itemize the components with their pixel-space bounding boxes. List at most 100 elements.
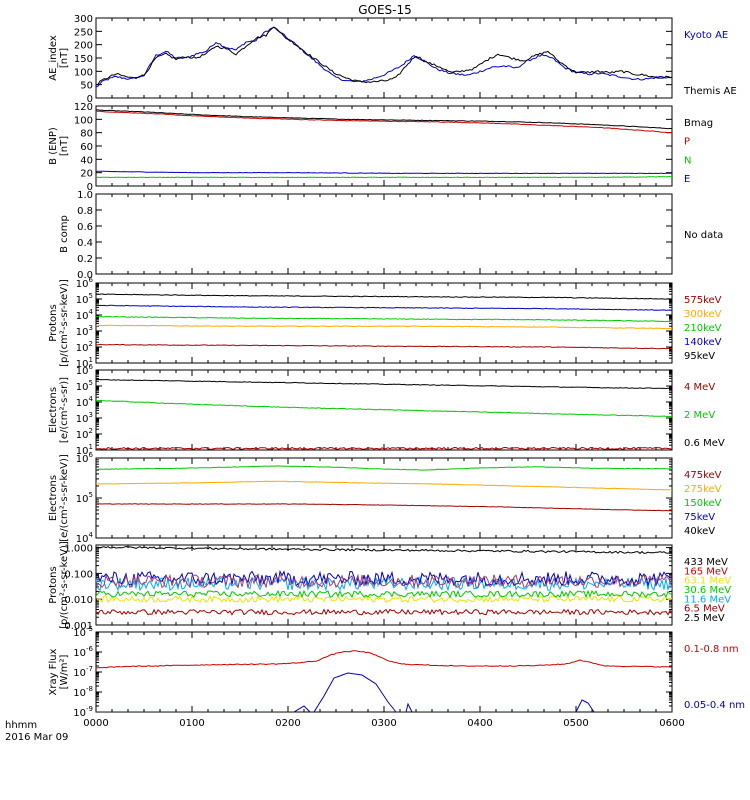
y-tick-label: 120	[74, 102, 93, 113]
series-line	[96, 26, 672, 88]
legend-entry: E	[684, 174, 690, 185]
y-axis-label: B (ENP)	[48, 127, 59, 165]
legend-entry: 150keV	[684, 498, 722, 509]
series-line	[96, 465, 672, 471]
series-line	[96, 399, 672, 417]
y-tick-label: 0.6	[77, 222, 93, 233]
legend-entry: N	[684, 155, 691, 166]
y-axis-label: [e/(cm²-s-sr)]	[59, 377, 70, 443]
y-axis-label: [p/(cm²-s-sr-keV)]	[59, 541, 70, 629]
legend-entry: 6.5 MeV	[684, 604, 725, 615]
y-tick-label: 106	[76, 276, 94, 290]
y-tick-label: 0.001	[64, 621, 93, 632]
series-line	[96, 343, 672, 350]
y-tick-label: 100	[74, 67, 93, 78]
legend-entry: 210keV	[684, 323, 722, 334]
legend-entry: Themis AE	[683, 86, 737, 97]
series-line	[96, 170, 672, 175]
legend-entry: 95keV	[684, 351, 715, 362]
y-tick-label: 10-9	[73, 705, 93, 719]
legend-entry: Bmag	[684, 118, 713, 129]
y-tick-label: 103	[76, 324, 93, 338]
y-tick-label: 106	[76, 451, 94, 465]
y-tick-label: 104	[76, 395, 94, 409]
x-tick-label: 0600	[659, 718, 684, 729]
series-line	[96, 110, 672, 134]
legend-entry: 30.6 MeV	[684, 585, 731, 596]
legend-entry: 63.1 MeV	[684, 576, 731, 587]
legend-entry: 2 MeV	[684, 410, 715, 421]
y-tick-label: 50	[80, 81, 93, 92]
x-tick-label: 0300	[371, 718, 396, 729]
y-tick-label: 10-5	[73, 625, 93, 639]
y-axis-label: B comp	[59, 215, 70, 253]
legend-entry: 300keV	[684, 309, 722, 320]
legend-entry: No data	[684, 230, 723, 241]
x-tick-label: 0500	[563, 718, 588, 729]
series-line	[96, 176, 672, 179]
y-tick-label: 10-7	[73, 665, 93, 679]
panel-ae: 0 50 100 150 200 250 300 AE_index [nT] Kyoto AE Th…	[48, 14, 737, 105]
y-tick-label: 0.8	[77, 206, 93, 217]
y-tick-label: 101	[76, 356, 93, 370]
y-tick-label: 105	[76, 379, 93, 393]
series-line	[96, 324, 672, 330]
legend-entry: 140keV	[684, 337, 722, 348]
series-line	[96, 594, 672, 604]
y-tick-label: 105	[76, 292, 93, 306]
series-line	[96, 573, 672, 589]
y-tick-label: 40	[80, 155, 93, 166]
series-line	[96, 569, 672, 588]
legend-entry: 433 MeV	[684, 557, 728, 568]
y-tick-label: 100	[74, 115, 93, 126]
panel-bfield: 0 20 40 60 80 100 120 B (ENP) [nT] Bmag PNE	[48, 102, 713, 193]
series-line	[96, 26, 672, 86]
y-tick-label: 1.000	[64, 544, 93, 555]
series-line	[96, 650, 672, 669]
y-axis-label: Protons	[48, 304, 59, 341]
y-tick-label: 10-8	[73, 685, 93, 699]
y-tick-label: 300	[74, 14, 93, 25]
y-tick-label: 0.100	[64, 569, 93, 580]
y-tick-label: 0	[87, 94, 93, 105]
y-axis-label: AE_index	[48, 35, 59, 81]
y-tick-label: 20	[80, 169, 93, 180]
series-line	[96, 304, 672, 311]
x-tick-label: 0000	[83, 718, 108, 729]
y-tick-label: 102	[76, 340, 93, 354]
legend-entry: 0.6 MeV	[684, 438, 725, 449]
series-line	[96, 589, 672, 599]
panel-frame	[95, 105, 673, 187]
legend-entry: 40keV	[684, 526, 715, 537]
series-line	[96, 293, 672, 300]
y-tick-label: 0	[87, 182, 93, 193]
legend-entry: 165 MeV	[684, 566, 728, 577]
y-axis-label: [W/m²]	[59, 654, 70, 689]
series-line	[96, 109, 672, 130]
y-tick-label: 0.2	[77, 254, 93, 265]
panel-xray: 10-9 10-8 10-7 10-6 10-5 Xray Flux [W/m²] 0.1-0…	[48, 625, 745, 719]
legend-entry: 275keV	[684, 484, 722, 495]
x-tick-label: 0400	[467, 718, 492, 729]
panel-electrons_kev: 104 105 106 Electrons [e/(cm²-s-sr-keV)] 475k…	[48, 451, 722, 545]
panel-protons_high: 0.001 0.010 0.100 1.000 Protons [p/(cm²-s-sr-…	[48, 541, 731, 632]
panel-frame	[95, 457, 673, 539]
y-axis-label: [nT]	[59, 136, 70, 156]
y-tick-label: 80	[80, 129, 93, 140]
x-tick-label: 0100	[179, 718, 204, 729]
y-tick-label: 0.4	[77, 238, 93, 249]
date-label: 2016 Mar 09	[5, 732, 68, 743]
y-tick-label: 1.0	[77, 190, 93, 201]
y-tick-label: 10-6	[73, 645, 93, 659]
y-tick-label: 0.0	[77, 270, 93, 281]
legend-entry: 4 MeV	[684, 382, 715, 393]
series-line	[96, 672, 672, 712]
series-line	[96, 446, 672, 450]
legend-entry: Kyoto AE	[684, 30, 728, 41]
panel-bcomp: 0.0 0.2 0.4 0.6 0.8 1.0 B comp No data	[59, 190, 723, 281]
legend-entry: 575keV	[684, 295, 722, 306]
y-axis-label: [p/(cm²-s-sr-keV)]	[59, 279, 70, 367]
y-axis-label: [e/(cm²-s-sr-keV)]	[59, 454, 70, 542]
legend-entry: 0.05-0.4 nm	[684, 700, 745, 711]
